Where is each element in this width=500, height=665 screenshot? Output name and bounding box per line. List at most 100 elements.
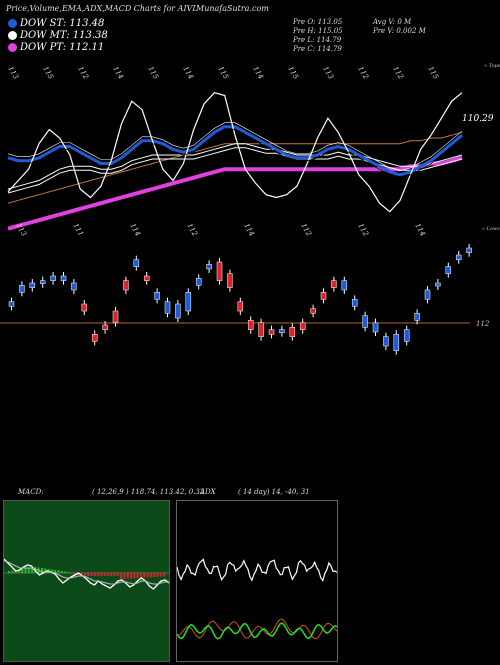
candle: [341, 280, 348, 291]
candle: [39, 280, 46, 284]
macd-histogram-bar: [93, 573, 96, 576]
macd-params: ( 12,26,9 ) 118.74, 113.42, 0.32: [92, 488, 205, 496]
candle: [112, 310, 119, 323]
pre-open: Pre O: 113.05: [293, 18, 343, 26]
top-label: 114: [181, 65, 195, 81]
macd-histogram-bar: [64, 571, 67, 573]
top-label: 113: [321, 65, 335, 81]
candle: [8, 301, 15, 307]
low-label: 114: [128, 222, 142, 238]
candle: [403, 329, 410, 342]
pre-low: Pre L: 114.79: [293, 36, 342, 44]
candle: [466, 247, 472, 253]
macd-histogram-bar: [60, 571, 63, 573]
macd-histogram-bar: [130, 573, 133, 579]
adx-panel: [176, 500, 338, 662]
candle: [123, 280, 129, 291]
tops-label: « Tops: [484, 63, 500, 69]
top-label: 112: [391, 65, 405, 81]
macd-histogram-bar: [149, 573, 152, 578]
top-label: 112: [356, 65, 370, 81]
candle: [445, 266, 452, 274]
macd-histogram-bar: [126, 573, 129, 579]
legend-swatch-st: [8, 19, 17, 28]
candle: [289, 327, 296, 337]
top-label: 112: [76, 65, 90, 81]
pre-high: Pre H: 115.05: [293, 27, 343, 35]
macd-histogram-bar: [153, 573, 156, 577]
macd-histogram-bar: [107, 573, 109, 576]
candle: [258, 322, 264, 337]
macd-histogram-bar: [50, 569, 53, 573]
ema-short-black: [7, 129, 463, 179]
candle: [299, 322, 306, 330]
candle: [279, 329, 285, 333]
macd-histogram-bar: [146, 573, 149, 578]
low-label: 112: [299, 222, 313, 238]
avg-volume: Avg V: 0 M: [373, 18, 412, 26]
low-label: 114: [242, 222, 256, 238]
legend-dow-mt: DOW MT: 113.38: [8, 30, 108, 41]
low-label: 114: [413, 222, 427, 238]
adx-plot: [176, 558, 338, 640]
macd-histogram-bar: [27, 568, 30, 573]
ema-short-dash: [7, 122, 463, 172]
macd-histogram-bar: [163, 573, 166, 577]
macd-signal-line: [3, 560, 169, 585]
adx-label: ADX: [200, 488, 216, 496]
macd-histogram-bar: [90, 573, 93, 576]
top-label: 114: [251, 65, 265, 81]
macd-histogram-bar: [97, 573, 100, 576]
macd-histogram-bar: [41, 568, 43, 573]
candle: [372, 322, 379, 333]
adx-minus-di-line: [176, 618, 338, 640]
candle: [362, 315, 368, 328]
macd-panel: [3, 500, 170, 662]
candle: [50, 275, 56, 281]
legend-swatch-mt: [8, 31, 17, 40]
ema-mid-line-2: [7, 147, 463, 194]
candle: [310, 308, 316, 314]
candle: [143, 275, 150, 281]
macd-histogram-bar: [116, 573, 119, 576]
candle: [164, 301, 171, 314]
candle: [154, 292, 160, 300]
candle: [393, 334, 400, 351]
macd-histogram-bar: [67, 572, 70, 573]
pre-volume: Pre V: 0.002 M: [373, 27, 426, 35]
legend-swatch-pt: [8, 43, 17, 52]
macd-histogram-bar: [77, 573, 80, 576]
adx-params: ( 14 day) 14, -40, 31: [238, 488, 310, 496]
candle: [268, 329, 275, 335]
macd-histogram-bar: [143, 573, 146, 578]
macd-histogram-bar: [31, 567, 34, 573]
candle: [71, 282, 77, 291]
candle: [29, 282, 36, 288]
macd-line: [3, 558, 170, 590]
candle: [81, 303, 88, 312]
macd-histogram-bar: [17, 569, 20, 573]
candle: [383, 336, 389, 347]
candle: [195, 278, 202, 286]
candle: [247, 320, 254, 330]
macd-histogram-bar: [8, 571, 10, 573]
top-label: 115: [286, 65, 300, 81]
pre-close: Pre C: 114.79: [293, 45, 342, 53]
macd-histogram-bar: [70, 572, 73, 573]
top-label: 115: [146, 65, 160, 81]
low-label: 111: [71, 222, 85, 238]
macd-plot: [3, 558, 170, 590]
site-name: MunafaSutra.com: [196, 4, 269, 13]
legend-dow-pt: DOW PT: 112.11: [8, 42, 104, 53]
candle: [435, 282, 441, 287]
chart-title: Price,Volume,EMA,ADX,MACD Charts for AIV…: [6, 4, 198, 13]
candle: [351, 299, 358, 307]
candle: [133, 259, 140, 267]
macd-histogram-bar: [87, 573, 90, 576]
low-label: 112: [356, 222, 370, 238]
macd-histogram-bar: [133, 573, 136, 579]
macd-histogram-bar: [140, 573, 142, 578]
candle: [424, 289, 431, 300]
top-label: 115: [426, 65, 440, 81]
